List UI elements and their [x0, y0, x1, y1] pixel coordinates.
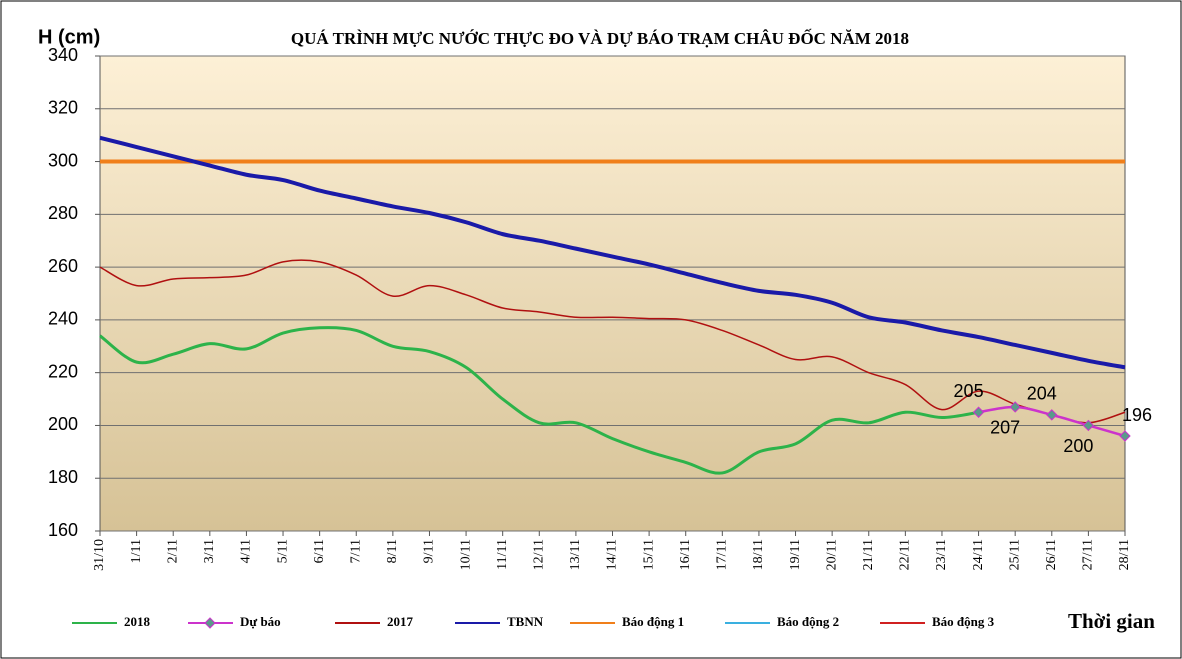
x-tick-label: 12/11: [532, 539, 547, 570]
x-tick-label: 2/11: [165, 539, 180, 563]
legend-label: 2018: [124, 614, 151, 629]
marker: [1119, 430, 1131, 442]
series-line: [99, 135, 1126, 370]
legend-label: 2017: [387, 614, 414, 629]
y-tick-label: 200: [48, 414, 78, 434]
marker: [972, 406, 985, 418]
x-tick-label: 16/11: [678, 539, 693, 570]
x-tick-label: 3/11: [202, 539, 217, 563]
x-tick-label: 9/11: [422, 539, 437, 563]
series-line: [99, 259, 1126, 424]
marker: [1009, 401, 1021, 413]
data-label: 196: [1122, 405, 1152, 425]
plot-area: [99, 55, 1126, 532]
x-tick-label: 22/11: [898, 539, 913, 570]
legend-label: TBNN: [507, 614, 544, 629]
x-tick-label: 23/11: [934, 539, 949, 570]
y-tick-label: 340: [48, 45, 78, 65]
data-label: 205: [954, 381, 984, 401]
chart-title: QUÁ TRÌNH MỰC NƯỚC THỰC ĐO VÀ DỰ BÁO TRẠ…: [291, 28, 909, 48]
y-tick-label: 180: [48, 467, 78, 487]
x-tick-label: 25/11: [1007, 539, 1022, 570]
legend-label: Báo động 1: [622, 614, 684, 629]
x-tick-label: 1/11: [129, 539, 144, 563]
y-tick-label: 220: [48, 361, 78, 381]
y-tick-label: 320: [48, 98, 78, 118]
marker: [1082, 419, 1095, 432]
y-tick-label: 300: [48, 150, 78, 170]
y-axis-label: H (cm): [38, 26, 100, 48]
x-tick-label: 6/11: [312, 539, 327, 563]
legend-label: Báo động 3: [932, 614, 995, 629]
y-tick-label: 280: [48, 203, 78, 223]
x-tick-label: 17/11: [715, 539, 730, 570]
series-line: [99, 326, 979, 475]
x-tick-label: 10/11: [458, 539, 473, 570]
x-axis-label: Thời gian: [1068, 609, 1155, 633]
x-tick-label: 11/11: [495, 539, 510, 570]
x-tick-label: 7/11: [348, 539, 363, 563]
x-tick-label: 14/11: [605, 539, 620, 570]
legend-label: Báo động 2: [777, 614, 839, 629]
legend-marker: [204, 617, 216, 629]
data-label: 204: [1027, 384, 1057, 404]
x-tick-label: 21/11: [861, 539, 876, 570]
x-tick-label: 4/11: [239, 539, 254, 563]
y-tick-label: 260: [48, 256, 78, 276]
x-tick-label: 27/11: [1081, 539, 1096, 570]
x-tick-label: 13/11: [568, 539, 583, 570]
x-tick-label: 28/11: [1117, 539, 1132, 570]
y-tick-label: 240: [48, 309, 78, 329]
data-label: 200: [1063, 436, 1093, 456]
x-tick-label: 24/11: [971, 539, 986, 570]
legend-label: Dự báo: [240, 614, 281, 629]
x-tick-label: 8/11: [385, 539, 400, 563]
x-tick-label: 31/10: [92, 539, 107, 571]
x-tick-label: 26/11: [1044, 539, 1059, 570]
x-tick-label: 18/11: [751, 539, 766, 570]
y-tick-label: 160: [48, 520, 78, 540]
x-tick-label: 20/11: [824, 539, 839, 570]
x-tick-label: 19/11: [788, 539, 803, 570]
data-label: 207: [990, 418, 1020, 438]
marker: [1046, 409, 1058, 421]
x-tick-label: 5/11: [275, 539, 290, 563]
x-tick-label: 15/11: [641, 539, 656, 570]
